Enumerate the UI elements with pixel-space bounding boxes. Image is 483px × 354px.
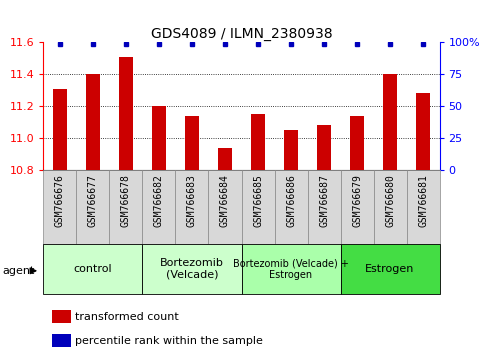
Text: Bortezomib (Velcade) +
Estrogen: Bortezomib (Velcade) + Estrogen	[233, 258, 349, 280]
Bar	[52, 310, 71, 323]
Text: transformed count: transformed count	[75, 312, 179, 322]
Bar	[142, 170, 175, 244]
Bar	[76, 170, 110, 244]
Text: GSM766681: GSM766681	[418, 174, 428, 227]
Text: GSM766679: GSM766679	[352, 174, 362, 227]
Text: Bortezomib
(Velcade): Bortezomib (Velcade)	[160, 258, 224, 280]
Bar	[209, 170, 242, 244]
Bar	[341, 170, 373, 244]
Text: GSM766687: GSM766687	[319, 174, 329, 227]
Bar	[43, 170, 76, 244]
Text: GSM766680: GSM766680	[385, 174, 395, 227]
Text: Estrogen: Estrogen	[365, 264, 415, 274]
Bar	[373, 170, 407, 244]
Text: GSM766685: GSM766685	[253, 174, 263, 227]
Bar	[185, 116, 199, 170]
Bar	[142, 244, 242, 294]
Bar	[175, 170, 209, 244]
Bar	[350, 116, 365, 170]
Bar	[52, 334, 71, 347]
Text: control: control	[74, 264, 112, 274]
Bar	[217, 148, 232, 170]
Text: GSM766676: GSM766676	[55, 174, 65, 227]
Text: percentile rank within the sample: percentile rank within the sample	[75, 336, 263, 346]
Text: agent: agent	[2, 266, 35, 276]
Bar	[251, 114, 266, 170]
Bar	[242, 244, 341, 294]
Bar	[383, 74, 398, 170]
Bar	[152, 106, 167, 170]
Bar	[341, 244, 440, 294]
Text: GSM766686: GSM766686	[286, 174, 296, 227]
Text: GSM766684: GSM766684	[220, 174, 230, 227]
Bar	[242, 170, 274, 244]
Bar	[284, 130, 298, 170]
Bar	[43, 244, 142, 294]
Bar	[110, 170, 142, 244]
Bar	[308, 170, 341, 244]
Bar	[316, 125, 331, 170]
Bar	[415, 93, 430, 170]
Bar	[53, 89, 68, 170]
Text: GSM766678: GSM766678	[121, 174, 131, 227]
Text: GSM766682: GSM766682	[154, 174, 164, 227]
Bar	[118, 57, 133, 170]
Title: GDS4089 / ILMN_2380938: GDS4089 / ILMN_2380938	[151, 28, 332, 41]
Text: GSM766677: GSM766677	[88, 174, 98, 227]
Bar	[85, 74, 100, 170]
Bar	[274, 170, 308, 244]
Bar	[407, 170, 440, 244]
Text: GSM766683: GSM766683	[187, 174, 197, 227]
